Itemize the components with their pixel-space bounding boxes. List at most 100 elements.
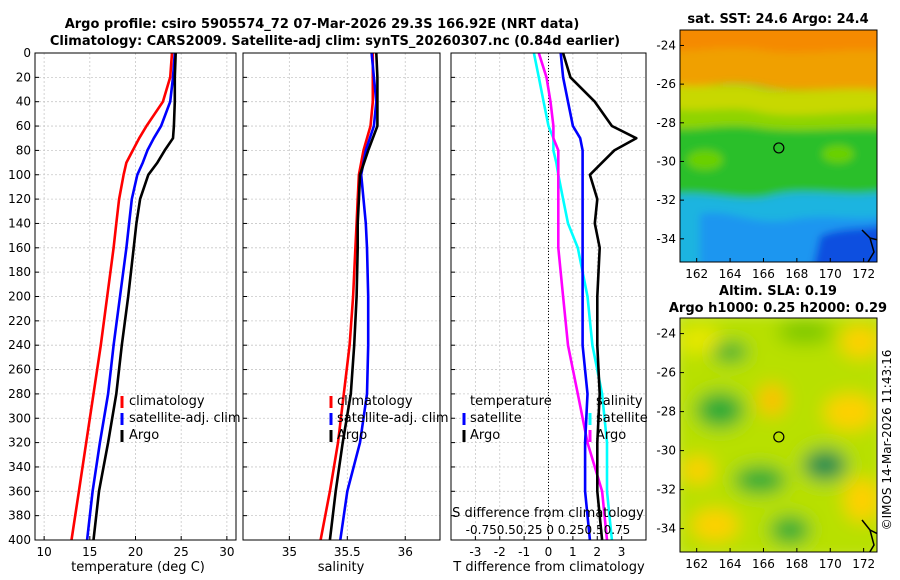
x-tick-label: 1 bbox=[569, 545, 577, 559]
y-tick-label: -28 bbox=[656, 116, 676, 130]
x-tick-label: -3 bbox=[469, 545, 481, 559]
panel-frame bbox=[34, 52, 237, 541]
sla-map-title-line1: Altim. SLA: 0.19 bbox=[719, 284, 837, 299]
y-tick-label: 320 bbox=[8, 436, 31, 450]
series-line-argo bbox=[92, 52, 177, 541]
salinity-xlabel: salinity bbox=[318, 560, 365, 575]
x-tick-label: -1 bbox=[518, 545, 530, 559]
x-tick-label: 30 bbox=[219, 545, 234, 559]
y-tick-label: -30 bbox=[656, 154, 676, 168]
x-tick-label: 25 bbox=[174, 545, 189, 559]
y-tick-label: -24 bbox=[656, 38, 676, 52]
y-tick-label: -26 bbox=[656, 366, 676, 380]
figure-title-line1: Argo profile: csiro 5905574_72 07-Mar-20… bbox=[65, 17, 580, 32]
figure-title-line2: Climatology: CARS2009. Satellite-adj cli… bbox=[50, 34, 620, 49]
temperature-legend: climatology satellite-adj. clim Argo bbox=[129, 394, 241, 443]
series-line-satellite-temperature- bbox=[559, 52, 592, 541]
difference-legend: temperature satellite Argo salinity sate… bbox=[470, 394, 648, 443]
panel-frame bbox=[450, 52, 647, 541]
y-tick-label: -26 bbox=[656, 77, 676, 91]
legend-argo-temperature: Argo bbox=[470, 428, 500, 443]
legend-satellite: satellite-adj. clim bbox=[129, 411, 241, 426]
x-tick-label: 168 bbox=[785, 267, 808, 281]
temperature-xlabel: temperature (deg C) bbox=[71, 560, 205, 575]
legend-argo: Argo bbox=[129, 428, 159, 443]
y-tick-label: 140 bbox=[8, 216, 31, 230]
salinity-profile-panel: 35 35.5 36 bbox=[242, 52, 441, 559]
series-line-climatology bbox=[70, 52, 174, 541]
difference-xlabel: T difference from climatology bbox=[452, 560, 645, 575]
argo-position-marker bbox=[773, 142, 785, 154]
sla-map-title-line2: Argo h1000: 0.25 h2000: 0.29 bbox=[669, 301, 887, 316]
legend-argo: Argo bbox=[337, 428, 367, 443]
series-line-argo bbox=[328, 52, 379, 541]
salinity-legend: climatology satellite-adj. clim Argo bbox=[337, 394, 449, 443]
x-tick-label: 166 bbox=[752, 557, 775, 571]
panel-frame bbox=[242, 52, 441, 541]
y-tick-label: -28 bbox=[656, 405, 676, 419]
legend-satellite: satellite-adj. clim bbox=[337, 411, 449, 426]
credit-stamp: ©IMOS 14-Mar-2026 11:43:16 bbox=[880, 350, 894, 531]
y-tick-label: 380 bbox=[8, 509, 31, 523]
x-tick-label: -2 bbox=[494, 545, 506, 559]
y-tick-label: 60 bbox=[16, 119, 31, 133]
x-tick-label: 2 bbox=[593, 545, 601, 559]
x-tick-label: 166 bbox=[752, 267, 775, 281]
legend-climatology: climatology bbox=[337, 394, 413, 409]
sst-map-field bbox=[680, 30, 877, 262]
x-tick-label: 0 bbox=[545, 545, 553, 559]
y-tick-label: 20 bbox=[16, 70, 31, 84]
legend-climatology: climatology bbox=[129, 394, 205, 409]
argo-position-marker bbox=[773, 431, 785, 443]
y-tick-label: 100 bbox=[8, 168, 31, 182]
y-tick-label: 280 bbox=[8, 387, 31, 401]
y-tick-label: 160 bbox=[8, 241, 31, 255]
x-tick-label: 164 bbox=[719, 557, 742, 571]
top-tick-labels: -0.750.50.25 0 0.250.50.75 bbox=[466, 523, 631, 537]
x-tick-label: 3 bbox=[618, 545, 626, 559]
y-tick-label: 180 bbox=[8, 265, 31, 279]
y-tick-label: 240 bbox=[8, 338, 31, 352]
x-tick-label: 162 bbox=[685, 557, 708, 571]
series-line-satellite-salinity- bbox=[532, 52, 614, 541]
y-tick-label: 360 bbox=[8, 484, 31, 498]
temperature-profile-panel: 10 15 20 25 30020406080100120140160180200220… bbox=[8, 46, 237, 559]
y-tick-label: 220 bbox=[8, 314, 31, 328]
y-tick-label: -30 bbox=[656, 444, 676, 458]
x-tick-label: 162 bbox=[685, 267, 708, 281]
y-tick-label: 300 bbox=[8, 411, 31, 425]
x-tick-label: 164 bbox=[719, 267, 742, 281]
x-tick-label: 20 bbox=[128, 545, 143, 559]
y-tick-label: 120 bbox=[8, 192, 31, 206]
series-line-satellite-adj-clim bbox=[339, 52, 378, 541]
sla-map: 162 164 166 168 170 172 -24 -26 -28 -30 -32 -34 bbox=[656, 317, 878, 571]
difference-profile-panel: -3 -2 -1 0 1 2 3 -0.750.50.25 0 0.250.50.75 bbox=[450, 52, 647, 559]
legend-title-temperature: temperature bbox=[470, 394, 552, 409]
y-tick-label: 340 bbox=[8, 460, 31, 474]
y-tick-label: -34 bbox=[656, 232, 676, 246]
y-tick-label: 260 bbox=[8, 363, 31, 377]
x-tick-label: 168 bbox=[785, 557, 808, 571]
legend-satellite-temperature: satellite bbox=[470, 411, 522, 426]
sst-map: 162 164 166 168 170 172 -24 -26 -28 -30 -32 -34 bbox=[656, 29, 878, 281]
y-tick-label: -32 bbox=[656, 193, 676, 207]
y-tick-label: 400 bbox=[8, 533, 31, 547]
y-tick-label: 0 bbox=[23, 46, 31, 60]
x-tick-label: 15 bbox=[82, 545, 97, 559]
series-line-argo-temperature- bbox=[561, 52, 638, 541]
x-tick-label: 35.5 bbox=[334, 545, 361, 559]
sla-map-field bbox=[680, 318, 877, 552]
x-tick-label: 172 bbox=[852, 267, 875, 281]
x-tick-label: 172 bbox=[852, 557, 875, 571]
difference-top-xlabel: S difference from climatology bbox=[452, 506, 644, 521]
x-tick-label: 35 bbox=[282, 545, 297, 559]
y-tick-label: 40 bbox=[16, 95, 31, 109]
legend-title-salinity: salinity bbox=[596, 394, 643, 409]
y-tick-label: 80 bbox=[16, 143, 31, 157]
legend-satellite-salinity: satellite bbox=[596, 411, 648, 426]
x-tick-label: 170 bbox=[819, 557, 842, 571]
y-tick-label: 200 bbox=[8, 290, 31, 304]
sst-map-title: sat. SST: 24.6 Argo: 24.4 bbox=[687, 12, 868, 27]
series-line-satellite-adj-clim bbox=[85, 52, 177, 541]
